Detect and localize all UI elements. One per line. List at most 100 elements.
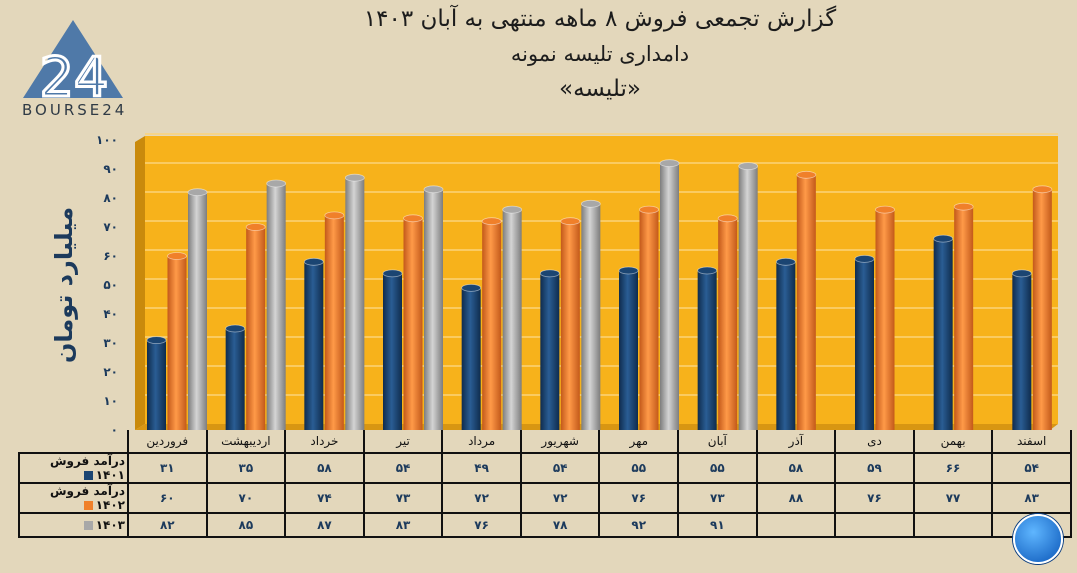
- data-cell: ۳۵: [205, 452, 287, 484]
- chart-logo-icon: [1013, 514, 1063, 564]
- data-cell: ۵۵: [677, 452, 758, 484]
- bar-cap: [344, 173, 365, 182]
- month-label: بهمن: [912, 430, 994, 454]
- bar-2: [580, 199, 601, 430]
- data-cell: ۸۳: [991, 482, 1072, 514]
- bar-body: [738, 166, 758, 430]
- logo-mark: 24: [40, 46, 109, 109]
- bar-1: [481, 217, 502, 430]
- bar-body: [1012, 273, 1032, 430]
- bar-cap: [403, 214, 423, 223]
- bar-body: [461, 287, 481, 430]
- bar-body: [403, 218, 423, 430]
- y-tick-label: ۴۰: [103, 307, 118, 321]
- data-cell: ۶۶: [912, 452, 994, 484]
- bar-cap: [225, 324, 246, 333]
- bar-1: [796, 170, 817, 430]
- data-cell: ۸۵: [205, 512, 287, 538]
- bar-body: [502, 209, 522, 430]
- bar-body: [660, 163, 679, 430]
- series-legend: درآمد فروش ۱۴۰۲: [18, 482, 129, 514]
- bar-cap: [539, 269, 560, 278]
- table-corner: [19, 430, 129, 453]
- month-label: آذر: [755, 430, 837, 454]
- bar-cap: [187, 188, 208, 197]
- data-cell: ۸۳: [362, 512, 444, 538]
- month-label: فروردین: [127, 430, 208, 454]
- y-tick-label: ۹۰: [103, 162, 118, 176]
- bar-cap: [738, 162, 759, 171]
- bar-0: [303, 257, 324, 430]
- bourse24-logo: 24: [23, 20, 123, 111]
- data-cell: ۷۲: [441, 482, 522, 514]
- month-label: مرداد: [441, 430, 522, 454]
- bar-2: [738, 162, 759, 430]
- bar-body: [147, 340, 166, 430]
- y-tick-label: ۶۰: [103, 249, 118, 263]
- data-cell: ۵۴: [519, 452, 601, 484]
- data-cell: ۷۲: [519, 482, 601, 514]
- bar-body: [796, 174, 816, 430]
- legend-swatch: [83, 501, 93, 510]
- y-tick-label: ۵۰: [103, 278, 118, 292]
- chart-title: گزارش تجمعی فروش ۸ ماهه منتهی به آبان ۱۴…: [363, 6, 837, 32]
- month-label: دی: [834, 430, 915, 454]
- month-label: مهر: [598, 430, 680, 454]
- data-cell: [912, 512, 994, 538]
- bar-2: [659, 159, 680, 430]
- series-legend: درآمد فروش ۱۴۰۱: [18, 452, 129, 484]
- bar-body: [540, 273, 560, 430]
- y-tick-label: ۲۰: [103, 365, 118, 379]
- bar-0: [933, 234, 954, 430]
- month-label: اسفند: [991, 430, 1072, 454]
- data-cell: ۹۱: [677, 512, 758, 538]
- series-name: درآمد فروش ۱۴۰۲: [49, 484, 125, 512]
- legend-swatch: [83, 471, 93, 480]
- bar-cap: [796, 170, 817, 179]
- data-cell: ۷۰: [205, 482, 287, 514]
- bar-cap: [303, 257, 324, 266]
- bar-cap: [324, 211, 345, 220]
- bar-cap: [382, 269, 403, 278]
- bar-body: [954, 206, 974, 430]
- table-row: ۱۴۰۳ ۸۲ ۸۵ ۸۷ ۸۳ ۷۶ ۷۸ ۹۲ ۹۱: [18, 512, 1072, 538]
- bar-0: [854, 254, 875, 430]
- plot-back-wall: [145, 136, 1058, 424]
- data-cell: ۷۸: [519, 512, 601, 538]
- bar-1: [717, 214, 738, 430]
- bar-2: [502, 205, 523, 430]
- bar-2: [423, 185, 444, 430]
- data-cell: ۴۹: [441, 452, 522, 484]
- bar-1: [403, 214, 423, 430]
- bar-0: [539, 269, 560, 430]
- bar-0: [461, 283, 482, 430]
- bar-body: [875, 209, 895, 430]
- plot-side-wall: [135, 136, 145, 430]
- bar-cap: [639, 205, 659, 214]
- bar-body: [324, 215, 344, 430]
- company-name: دامداری تلیسه نمونه: [510, 42, 690, 66]
- data-cell: ۷۴: [284, 482, 365, 514]
- data-table: فروردین اردیبهشت خرداد تیر مرداد شهریور مهر آبا…: [18, 430, 1072, 538]
- data-cell: ۳۱: [127, 452, 208, 484]
- bar-body: [639, 209, 659, 430]
- bar-cap: [560, 217, 581, 226]
- bar-cap: [1032, 185, 1053, 194]
- bar-body: [383, 273, 402, 430]
- bar-cap: [245, 223, 266, 231]
- bar-cap: [659, 159, 680, 168]
- bar-body: [776, 261, 796, 430]
- bar-body: [855, 258, 874, 430]
- data-cell: ۸۲: [127, 512, 208, 538]
- bar-body: [225, 328, 245, 430]
- bar-cap: [146, 336, 167, 345]
- bar-cap: [717, 214, 738, 223]
- bar-body: [482, 221, 502, 430]
- data-cell: ۶۰: [127, 482, 208, 514]
- bar-cap: [697, 266, 718, 275]
- bar-body: [167, 256, 187, 430]
- month-label: خرداد: [284, 430, 365, 454]
- bar-cap: [423, 185, 444, 194]
- data-cell: ۵۴: [362, 452, 444, 484]
